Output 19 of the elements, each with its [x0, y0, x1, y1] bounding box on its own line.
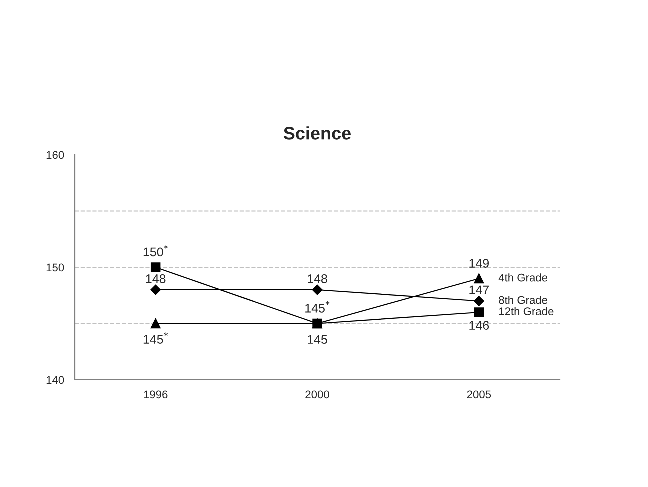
y-tick-label: 160	[46, 151, 64, 160]
data-label: 148	[146, 274, 166, 284]
data-label: 150$^{*}$	[144, 245, 168, 257]
data-label: 145	[308, 335, 328, 344]
data-label: 147	[470, 286, 489, 294]
x-tick-label: 2005	[467, 390, 492, 399]
series-label: 4th Grade	[498, 274, 548, 282]
x-tick-label: 2000	[306, 390, 330, 399]
x-tick-label: 1996	[144, 390, 168, 399]
data-label: 145$^{*}$	[306, 301, 330, 313]
data-label: 148	[308, 274, 328, 284]
y-tick-label: 150	[46, 264, 64, 272]
data-label: 149	[470, 259, 490, 268]
data-label: 145$^{*}$	[144, 332, 168, 344]
chart-title: Science	[284, 126, 352, 140]
data-label: 146	[470, 321, 490, 330]
y-tick-label: 140	[46, 376, 64, 384]
series-label: 12th Grade	[499, 307, 554, 316]
series-label: 8th Grade	[499, 296, 548, 304]
